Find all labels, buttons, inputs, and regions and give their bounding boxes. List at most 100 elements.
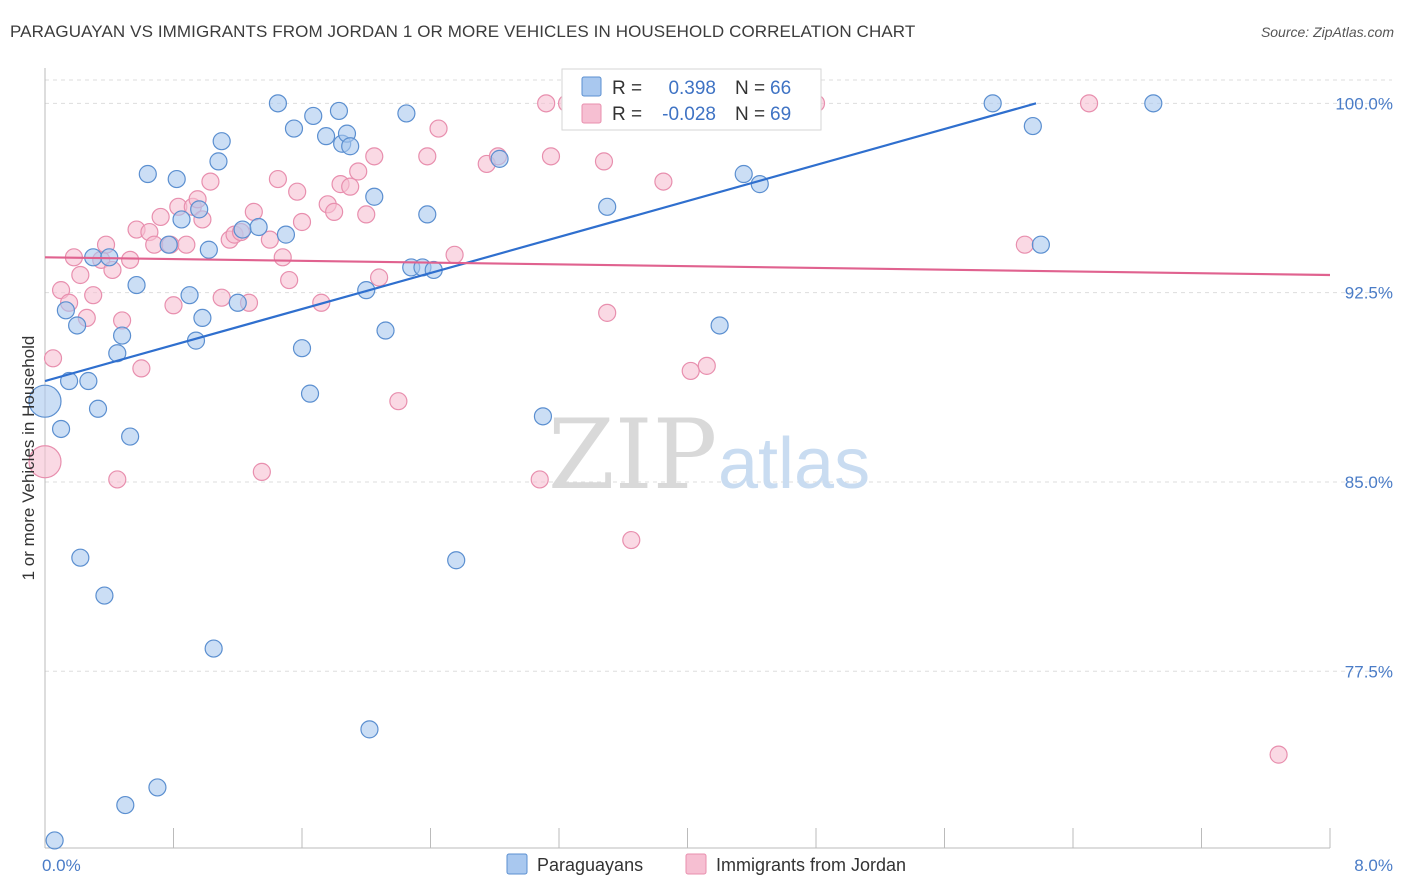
point-paraguayans-32 [249, 217, 268, 237]
point-jordan-32 [244, 202, 263, 221]
point-paraguayans-14 [116, 795, 135, 815]
point-jordan-52 [445, 245, 464, 264]
point-jordan-68 [1269, 745, 1288, 764]
trend-line-jordan [44, 256, 1331, 277]
series-legend: Paraguayans Immigrants from Jordan [506, 853, 906, 875]
point-jordan-26 [201, 172, 220, 191]
point-jordan-20 [164, 296, 183, 315]
point-jordan-57 [541, 147, 561, 166]
bottom-legend-swatch-blue [506, 853, 528, 875]
point-paraguayans-24 [190, 200, 209, 219]
point-paraguayans-59 [710, 316, 729, 335]
y-tick-label-1: 92.5% [1345, 284, 1393, 303]
point-jordan-48 [370, 268, 389, 287]
point-paraguayans-9 [88, 399, 108, 418]
point-jordan-11 [108, 470, 127, 489]
point-jordan-1 [43, 349, 63, 368]
point-paraguayans-33 [268, 94, 288, 113]
point-paraguayans-35 [284, 119, 304, 138]
point-jordan-46 [357, 205, 376, 224]
point-paraguayans-45 [360, 720, 379, 739]
point-paraguayans-64 [1031, 235, 1050, 254]
point-paraguayans-19 [159, 235, 178, 254]
series-paraguayans-points [28, 94, 1163, 850]
point-jordan-35 [268, 169, 288, 189]
chart-title: PARAGUAYAN VS IMMIGRANTS FROM JORDAN 1 O… [10, 22, 916, 41]
point-paraguayans-17 [138, 164, 157, 184]
x-tick-label-1: 8.0% [1354, 856, 1393, 875]
point-jordan-49 [389, 392, 408, 411]
point-jordan-5 [71, 265, 90, 285]
point-paraguayans-53 [447, 551, 466, 570]
point-paraguayans-2 [51, 419, 71, 439]
point-jordan-39 [292, 212, 312, 232]
point-jordan-59 [594, 152, 614, 171]
point-paraguayans-1 [45, 831, 64, 850]
x-tick-label-0: 0.0% [42, 856, 81, 875]
point-paraguayans-36 [292, 339, 312, 358]
point-paraguayans-25 [193, 308, 212, 328]
point-paraguayans-20 [167, 169, 186, 189]
point-jordan-12 [112, 311, 132, 330]
point-paraguayans-7 [79, 371, 98, 391]
y-tick-label-2: 85.0% [1345, 473, 1393, 492]
point-paraguayans-54 [490, 149, 509, 168]
point-paraguayans-10 [95, 586, 114, 605]
point-paraguayans-26 [199, 240, 218, 259]
point-paraguayans-43 [341, 137, 360, 156]
legend-swatch-pink [581, 103, 602, 124]
legend-box [561, 68, 822, 131]
y-tick-label-0: 100.0% [1335, 94, 1393, 113]
legend-swatch-blue [581, 76, 602, 97]
legend-r-label-1: R = [612, 78, 642, 99]
legend-n-value-1: 66 [770, 78, 791, 99]
point-jordan-37 [280, 270, 299, 290]
watermark-zip: ZIP [548, 399, 717, 511]
point-paraguayans-22 [180, 286, 199, 305]
point-paraguayans-62 [983, 94, 1002, 113]
bottom-legend-jordan: Immigrants from Jordan [716, 855, 906, 875]
point-paraguayans-38 [304, 106, 323, 126]
watermark: ZIP atlas [548, 399, 870, 511]
point-paraguayans-0 [28, 384, 62, 418]
point-jordan-18 [151, 207, 170, 227]
point-paraguayans-46 [365, 187, 384, 206]
point-paraguayans-31 [233, 220, 252, 239]
point-paraguayans-60 [734, 164, 753, 184]
point-paraguayans-15 [121, 427, 140, 446]
trend-line-paraguayans [44, 102, 1037, 383]
point-paraguayans-16 [127, 275, 146, 295]
point-jordan-45 [349, 162, 368, 181]
point-paraguayans-51 [418, 205, 437, 224]
point-paraguayans-65 [1144, 94, 1163, 113]
legend-r-label-2: R = [612, 104, 642, 125]
point-jordan-44 [341, 177, 360, 196]
point-jordan-51 [429, 119, 448, 138]
point-jordan-50 [418, 147, 437, 166]
legend-n-value-2: 69 [770, 104, 791, 125]
point-jordan-67 [1079, 94, 1099, 113]
point-paraguayans-63 [1023, 116, 1042, 136]
point-jordan-63 [681, 361, 700, 381]
point-jordan-36 [273, 248, 292, 267]
series-jordan-points [28, 94, 1288, 764]
point-paraguayans-48 [397, 104, 416, 123]
watermark-atlas: atlas [718, 424, 870, 504]
y-axis-label: 1 or more Vehicles in Household [19, 336, 38, 581]
point-jordan-7 [84, 286, 103, 305]
legend-n-label-2: N = [735, 104, 765, 125]
point-jordan-15 [132, 359, 151, 378]
point-jordan-13 [121, 250, 140, 269]
point-paraguayans-28 [209, 152, 228, 171]
point-paraguayans-3 [56, 301, 75, 320]
source-credit: Source: ZipAtlas.com [1260, 24, 1394, 40]
legend-r-value-1: 0.398 [668, 78, 716, 99]
point-paraguayans-5 [68, 316, 87, 335]
grid-lines [45, 79, 1392, 672]
point-paraguayans-18 [148, 778, 167, 797]
point-paraguayans-57 [598, 197, 617, 216]
y-tick-labels: 100.0% 92.5% 85.0% 77.5% [1335, 94, 1393, 681]
point-paraguayans-13 [112, 326, 132, 345]
point-jordan-27 [212, 288, 231, 307]
